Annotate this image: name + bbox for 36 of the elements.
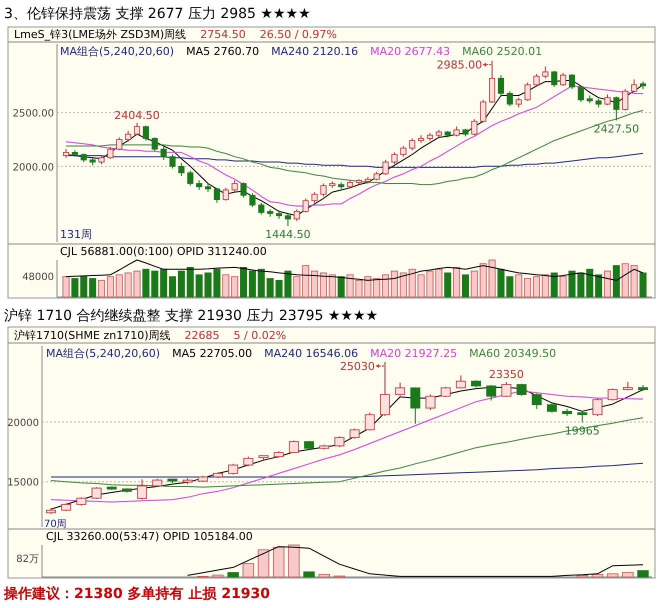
legend: MA60 2520.01 [462,45,542,58]
legend: MA240 2120.16 [271,45,358,58]
high-label: 2985.00 [436,58,482,72]
annotation: 2754.50 [200,28,246,41]
legend: MA5 2760.70 [186,45,260,58]
low-label: 2427.50 [594,122,640,136]
title: 沪锌 1710 合约继续盘整 支撑 21930 压力 23795 ★★★★ [4,308,378,324]
subtitle: CJL 33260.00(53:47) OPID 105184.00 [46,530,253,543]
subtitle: 沪锌1710(SHME zn1710)周线 [14,329,171,342]
subtitle: CJL 56881.00(0:100) OPID 311240.00 [60,245,267,258]
annotation: 操作建议：21380 多单持有 止损 21930 [4,586,270,602]
low-label: 1444.50 [265,228,311,241]
annotation: 22685 [184,329,220,342]
high-label: 23350 [488,368,524,381]
annotation: 5 / 0.02% [234,329,286,342]
ytick: 20000 [7,418,39,430]
annotation: 48000 [22,272,54,283]
high-label: 2404.50 [114,108,160,122]
annotation: MA组合(5,240,20,60) [60,45,174,58]
annotation: 70周 [44,519,67,530]
legend: MA20 21927.25 [370,347,458,360]
ytick: 2000.00 [12,162,54,174]
legend: MA240 16546.06 [264,347,358,360]
ytick: 15000 [7,478,39,489]
annotation: 131周 [60,228,92,241]
annotation: 82万 [16,554,39,565]
subtitle: LmeS_锌3(LME场外 ZSD3M)周线 [14,28,186,41]
legend: MA5 22705.00 [172,347,252,360]
low-label: 19965 [564,424,600,438]
annotation: 26.50 / 0.97% [260,28,337,41]
annotation: MA组合(5,240,20,60) [46,347,160,360]
high-label: 25030 [340,360,375,373]
legend: MA20 2677.43 [370,45,450,58]
legend: MA60 20349.50 [469,347,556,360]
title: 3、伦锌保持震荡 支撑 2677 压力 2985 ★★★★ [4,6,311,22]
ytick: 2500.00 [12,108,54,120]
